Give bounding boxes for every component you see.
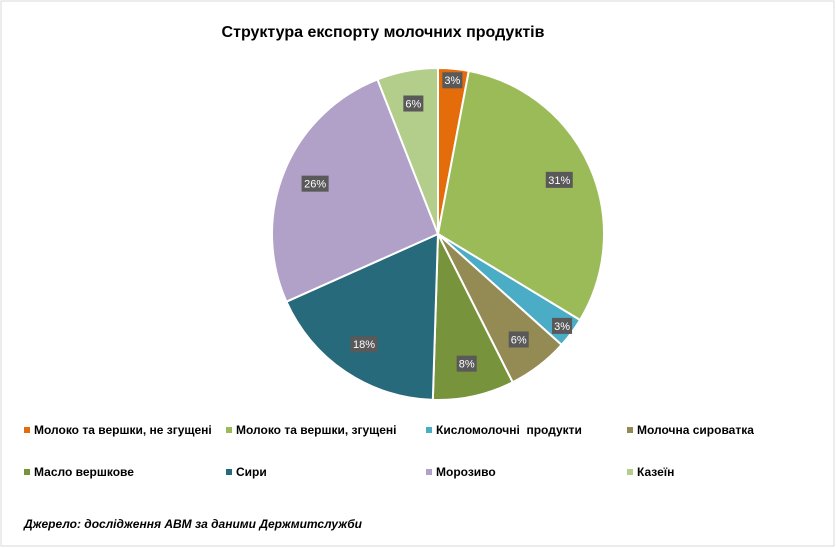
legend-marker (627, 427, 633, 433)
data-label-box (508, 331, 529, 348)
data-label: 3% (444, 75, 460, 87)
legend-marker (426, 427, 432, 433)
pie-slice (271, 78, 440, 303)
legend-label: Молочна сироватка (637, 423, 754, 437)
pie-slice (285, 232, 440, 401)
legend-marker (426, 469, 432, 475)
data-label: 8% (459, 359, 475, 371)
legend-label: Молоко та вершки, не згущені (34, 423, 212, 437)
legend-label: Масло вершкове (34, 465, 134, 479)
legend-marker (627, 469, 633, 475)
pie-slice (436, 69, 605, 322)
legend-label: Сири (236, 465, 267, 479)
legend-marker (24, 427, 30, 433)
legend-label: Молоко та вершки, згущені (236, 423, 397, 437)
legend-label: Кисломолочні продукти (436, 423, 582, 437)
data-label-box (442, 72, 463, 89)
data-label: 6% (405, 98, 421, 110)
data-label-box (403, 95, 424, 112)
data-label-box (456, 355, 477, 372)
legend-marker (226, 427, 232, 433)
data-label-box (545, 171, 573, 188)
data-label-box (552, 317, 573, 334)
legend-marker (226, 469, 232, 475)
legend-marker (24, 469, 30, 475)
legend-label: Морозиво (436, 465, 496, 479)
data-label: 3% (554, 321, 570, 333)
data-label: 18% (353, 339, 375, 351)
source-note: Джерело: дослідження АВМ за даними Держм… (23, 517, 363, 531)
data-label: 26% (304, 179, 326, 191)
data-label-box (350, 336, 378, 353)
data-label: 6% (511, 334, 527, 346)
data-label-box (301, 175, 329, 192)
data-label: 31% (548, 175, 570, 187)
legend-label: Казеїн (637, 465, 674, 479)
chart-title: Структура експорту молочних продуктів (222, 24, 545, 41)
